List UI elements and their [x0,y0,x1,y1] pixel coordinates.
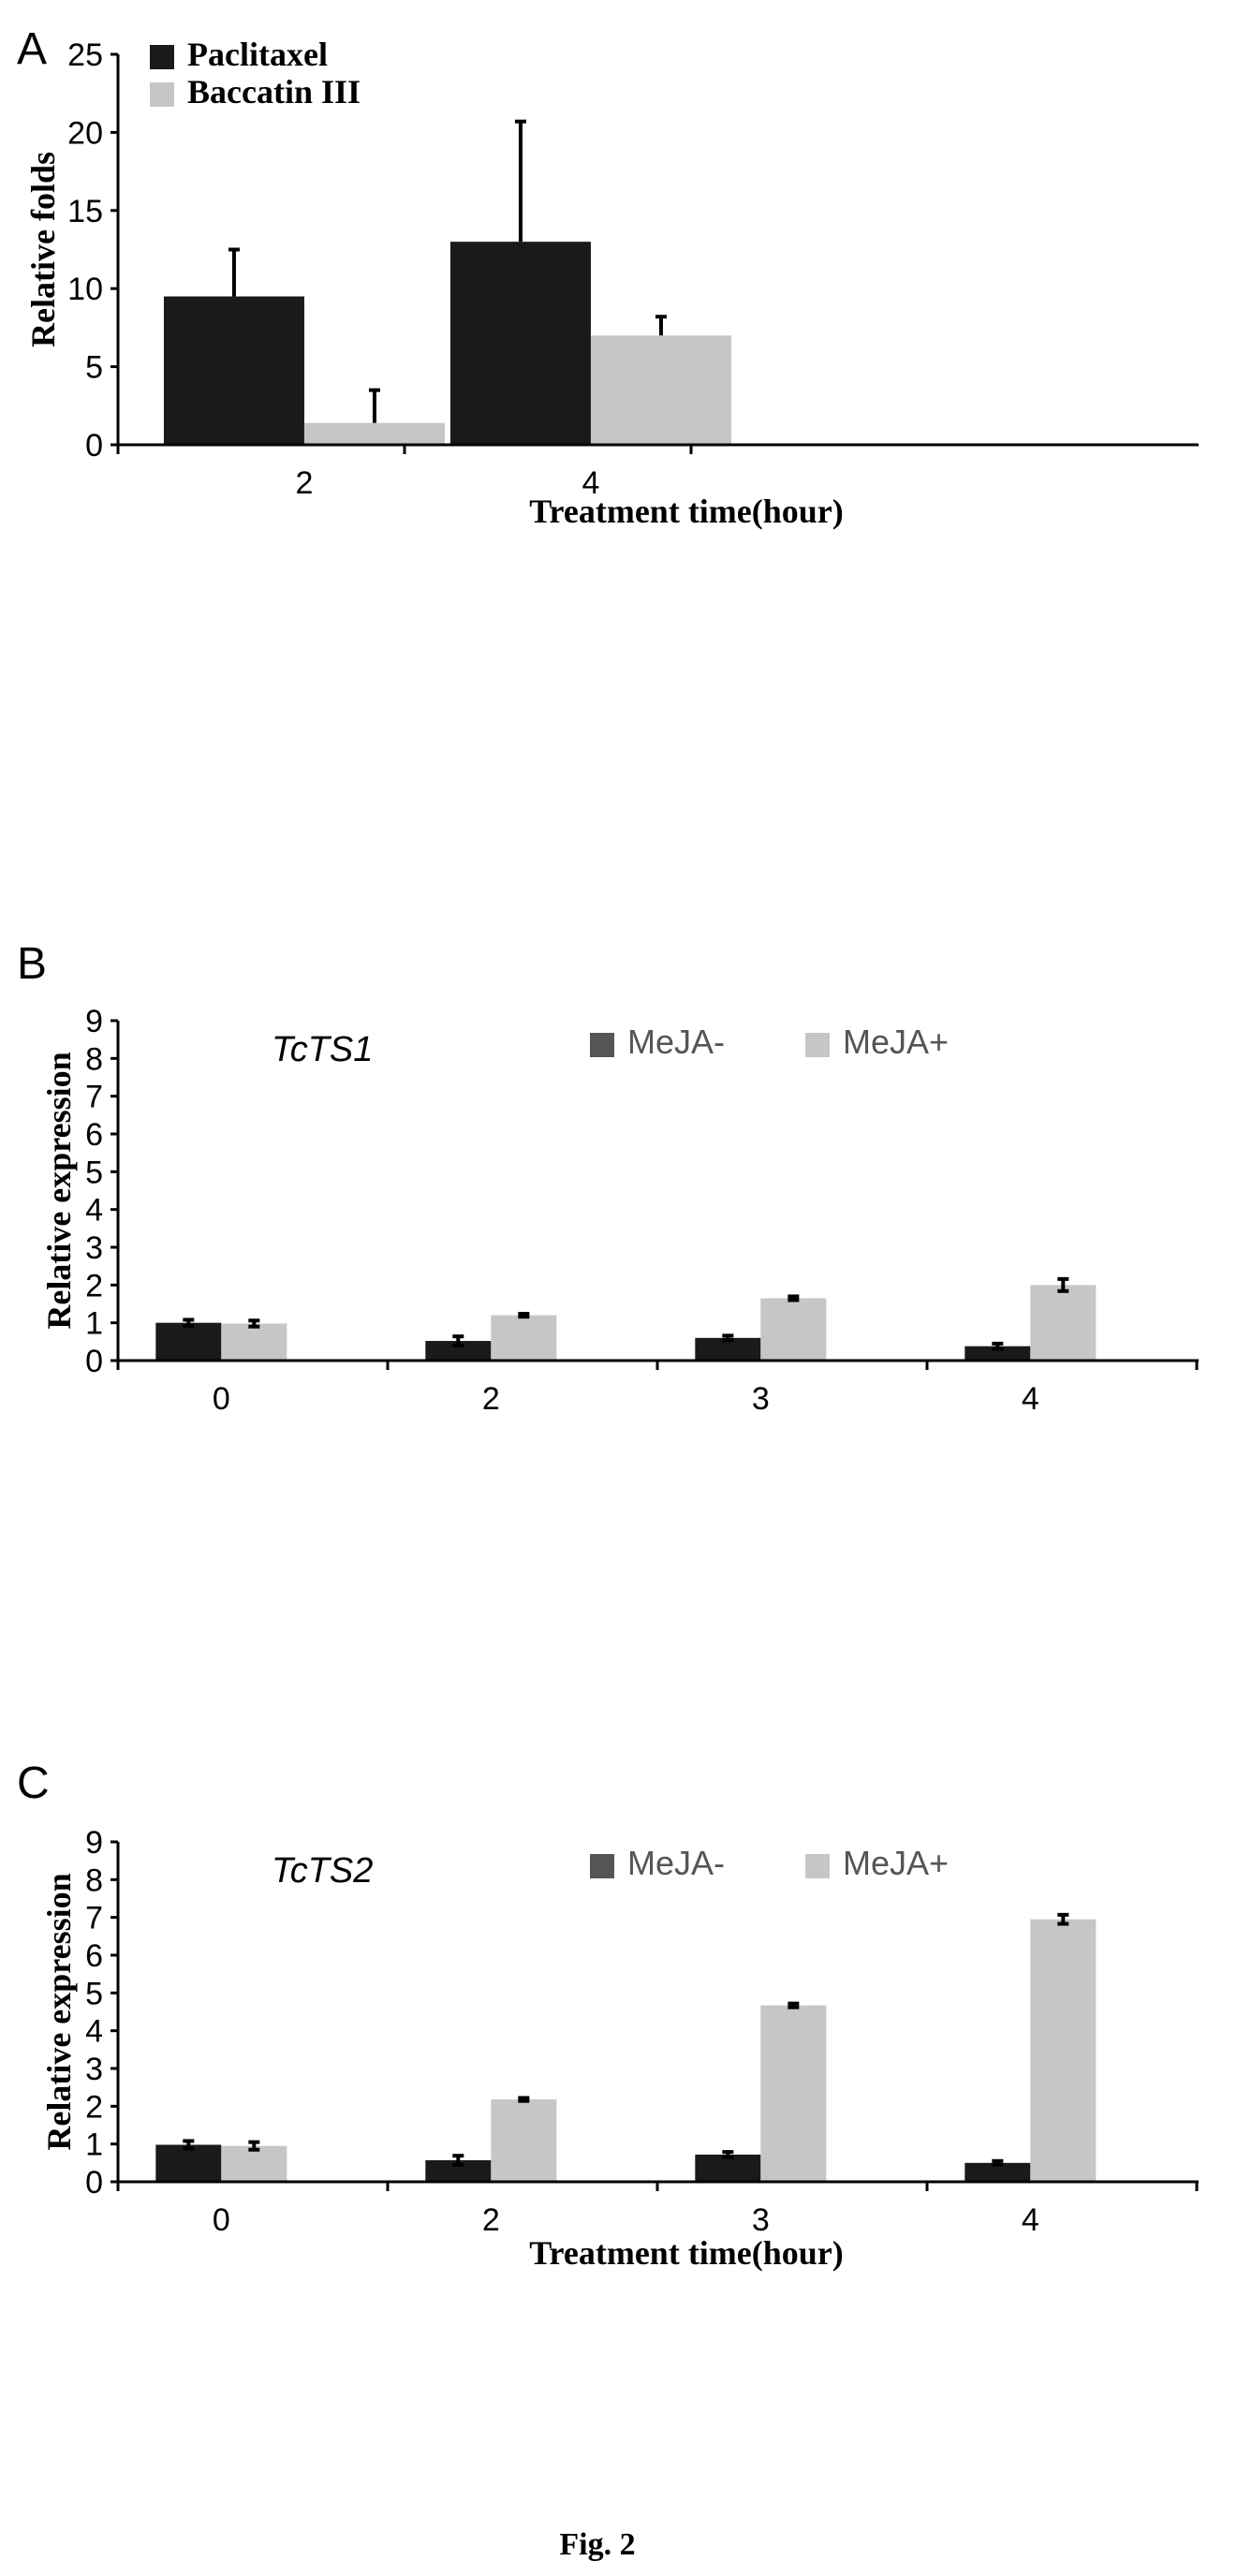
y-tick-label: 9 [85,1004,103,1039]
y-tick-label: 3 [85,2052,103,2087]
legend-swatch [150,82,174,107]
y-tick-label: 15 [67,194,103,229]
legend-label: MeJA- [627,1844,725,1882]
y-tick-label: 10 [67,272,103,307]
y-tick-label: 4 [85,1193,103,1229]
x-tick-label: 3 [752,1381,770,1417]
x-tick-label: 0 [213,1381,230,1417]
y-tick-label: 9 [85,1825,103,1861]
legend-label: MeJA- [627,1023,725,1061]
y-tick-label: 2 [85,2089,103,2125]
x-tick-label: 4 [1022,1381,1039,1417]
legend-swatch [590,1854,614,1878]
y-tick-label: 0 [85,428,103,464]
bar-meja--2 [425,2160,492,2182]
bar-meja--4 [1030,1285,1097,1361]
bar-meja--4 [965,1346,1031,1361]
legend-label: MeJA+ [843,1023,949,1061]
y-tick-label: 7 [85,1080,103,1115]
y-tick-label: 2 [85,1268,103,1303]
x-tick-label: 4 [1022,2202,1039,2238]
bar-baccatin-iii-2 [303,422,445,445]
y-tick-label: 0 [85,2165,103,2201]
bar-meja--2 [491,1315,557,1361]
y-tick-label: 5 [85,1155,103,1190]
x-tick-label: 2 [482,2202,500,2238]
x-tick-label: 4 [582,465,599,501]
y-axis-label: Relative expression [40,1052,78,1329]
y-tick-label: 1 [85,2127,103,2163]
bar-meja--2 [491,2099,557,2182]
y-tick-label: 8 [85,1862,103,1898]
y-tick-label: 3 [85,1230,103,1266]
x-axis-label: Treatment time(hour) [529,493,844,530]
bar-meja--3 [760,1298,827,1361]
legend-swatch [805,1033,830,1057]
legend-label: Baccatin III [187,73,361,110]
x-tick-label: 0 [213,2202,230,2238]
y-tick-label: 25 [67,37,103,73]
legend-swatch [805,1854,830,1878]
y-tick-label: 6 [85,1117,103,1153]
x-axis-label: Treatment time(hour) [529,2234,844,2272]
panel-a: A 0 5 10 15 20 25 2 4 Relative folds Treatment ti… [17,24,1199,530]
panel-letter-a: A [17,24,47,74]
bar-meja--0 [155,1322,222,1361]
panel-letter-b: B [17,939,47,989]
bar-baccatin-iii-4 [590,335,731,445]
bar-meja--0 [221,1323,287,1361]
bar-meja--3 [695,2154,761,2182]
y-axis-label: Relative expression [40,1873,78,2150]
panel-letter-c: C [17,1759,50,1808]
bar-meja--4 [1030,1919,1097,2182]
y-tick-label: 1 [85,1306,103,1342]
y-tick-label: 5 [85,350,103,386]
y-tick-label: 0 [85,1344,103,1379]
bar-paclitaxel-4 [449,242,591,445]
bar-meja--0 [155,2144,222,2182]
bar-meja--4 [965,2162,1031,2182]
bar-meja--0 [221,2145,287,2182]
y-axis-label: Relative folds [24,152,62,347]
legend-swatch [590,1033,614,1057]
chart-title: TcTS2 [272,1851,373,1891]
x-tick-label: 3 [752,2202,770,2238]
y-tick-label: 20 [67,115,103,151]
y-tick-label: 8 [85,1041,103,1077]
legend-swatch [150,45,174,69]
bar-paclitaxel-2 [163,296,304,445]
bar-meja--3 [760,2005,827,2182]
y-tick-label: 5 [85,1976,103,2011]
bar-meja--2 [425,1341,492,1361]
y-tick-label: 6 [85,1938,103,1974]
legend-label: MeJA+ [843,1844,949,1882]
x-tick-label: 2 [295,465,313,501]
y-tick-label: 7 [85,1901,103,1936]
x-tick-label: 2 [482,1381,500,1417]
legend-label: Paclitaxel [187,36,328,73]
chart-title: TcTS1 [272,1030,373,1069]
figure-caption: Fig. 2 [559,2527,635,2562]
y-tick-label: 4 [85,2014,103,2050]
